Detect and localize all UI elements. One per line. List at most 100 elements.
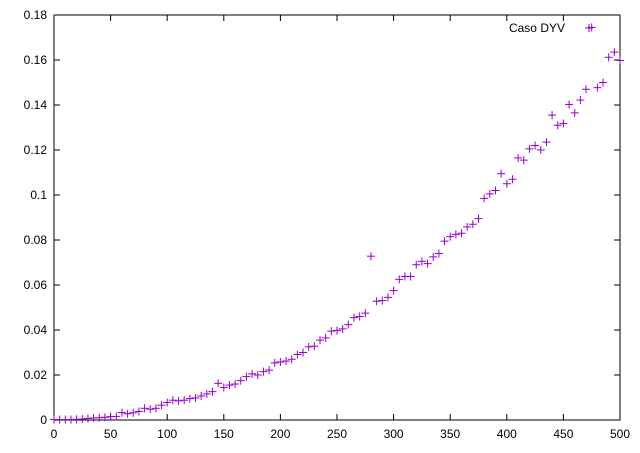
data-point	[231, 380, 240, 388]
data-point	[242, 372, 251, 381]
y-tick-label: 0.12	[24, 143, 48, 157]
y-tick-label: 0.02	[24, 368, 48, 382]
data-point	[282, 357, 291, 366]
data-point	[463, 222, 472, 231]
data-point	[406, 272, 415, 281]
data-point	[276, 357, 285, 366]
data-point	[163, 398, 172, 407]
data-point	[185, 394, 194, 403]
data-point	[208, 387, 217, 396]
x-tick-label: 150	[214, 427, 234, 441]
data-point	[604, 53, 613, 62]
data-point	[361, 309, 370, 318]
data-point	[157, 401, 166, 410]
y-tick-label: 0.04	[24, 323, 48, 337]
data-point	[559, 119, 568, 128]
data-point	[304, 342, 313, 351]
x-tick-label: 50	[104, 427, 118, 441]
data-point	[265, 366, 274, 375]
y-tick-label: 0.06	[24, 278, 48, 292]
data-point	[151, 404, 160, 413]
data-point	[355, 312, 364, 321]
data-point	[197, 391, 206, 400]
data-point	[542, 138, 551, 147]
data-point	[536, 146, 545, 154]
data-point	[417, 257, 426, 266]
data-point	[168, 396, 177, 405]
data-point	[525, 144, 534, 153]
data-point	[468, 220, 477, 229]
y-tick-label: 0.1	[30, 188, 47, 202]
x-tick-label: 300	[384, 427, 404, 441]
data-point	[593, 83, 602, 92]
data-point	[423, 259, 432, 268]
data-point	[497, 169, 506, 178]
x-tick-label: 0	[51, 427, 58, 441]
data-point	[565, 100, 574, 109]
data-point	[434, 249, 443, 258]
data-point	[582, 85, 591, 94]
data-point	[474, 214, 483, 223]
x-tick-label: 400	[497, 427, 517, 441]
x-tick-label: 500	[610, 427, 630, 441]
data-point	[338, 324, 347, 333]
data-point	[214, 379, 223, 388]
data-point	[100, 413, 109, 422]
data-point	[446, 232, 455, 241]
plot-frame	[53, 14, 621, 421]
data-point	[412, 260, 421, 269]
series-0-points	[50, 23, 624, 424]
data-point	[383, 293, 392, 302]
data-point	[576, 96, 585, 105]
data-point	[225, 381, 234, 390]
x-tick-label: 250	[327, 427, 347, 441]
data-point	[287, 355, 296, 364]
data-point	[349, 313, 358, 322]
x-tick-label: 450	[553, 427, 573, 441]
data-point	[202, 389, 211, 398]
data-point	[378, 296, 387, 305]
data-point	[480, 194, 489, 203]
data-point	[519, 156, 528, 165]
data-point	[248, 369, 257, 378]
data-point	[146, 405, 155, 414]
data-point	[440, 237, 449, 246]
legend-marker	[585, 24, 593, 32]
data-point	[134, 407, 143, 416]
data-point	[253, 371, 262, 379]
data-point	[429, 252, 438, 261]
data-point	[112, 412, 121, 421]
data-point	[395, 275, 404, 284]
data-point	[372, 297, 381, 306]
data-point	[570, 108, 579, 117]
data-point	[327, 327, 336, 336]
x-tick-label: 350	[440, 427, 460, 441]
data-point	[457, 229, 466, 238]
data-point	[366, 252, 375, 261]
data-point	[548, 111, 557, 120]
data-point	[236, 376, 245, 385]
data-point	[129, 408, 138, 417]
y-tick-label: 0.14	[24, 98, 48, 112]
data-point	[616, 56, 624, 65]
data-point	[599, 78, 608, 87]
data-point	[219, 383, 228, 392]
data-point	[174, 396, 183, 405]
data-point	[180, 396, 189, 405]
data-point	[259, 367, 268, 376]
data-point	[293, 350, 302, 359]
data-point	[310, 342, 319, 351]
data-point	[508, 175, 517, 184]
data-point	[485, 189, 494, 198]
data-point	[117, 408, 126, 417]
y-tick-label: 0.18	[24, 8, 48, 22]
x-tick-label: 100	[157, 427, 177, 441]
data-point	[321, 333, 330, 342]
y-tick-label: 0	[40, 413, 47, 427]
data-point	[270, 358, 279, 367]
data-point	[531, 141, 540, 150]
data-point	[78, 415, 87, 424]
y-tick-label: 0.16	[24, 53, 48, 67]
